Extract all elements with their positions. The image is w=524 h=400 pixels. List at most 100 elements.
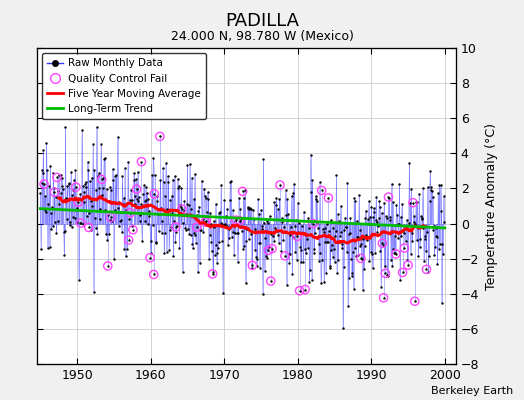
Point xyxy=(245,206,254,212)
Point xyxy=(403,256,412,263)
Point xyxy=(64,195,72,202)
Point xyxy=(350,194,358,201)
Point xyxy=(190,230,199,236)
Point xyxy=(384,194,392,200)
Point xyxy=(129,226,137,233)
Point xyxy=(285,260,293,266)
Point xyxy=(220,222,228,228)
Point xyxy=(323,238,331,245)
Point xyxy=(105,216,114,223)
Point xyxy=(176,202,184,208)
Point xyxy=(196,226,204,233)
Point xyxy=(231,218,239,224)
Point xyxy=(309,220,317,227)
Point xyxy=(404,262,412,268)
Point xyxy=(358,286,367,293)
Point xyxy=(322,270,330,276)
Point xyxy=(326,216,335,223)
Point xyxy=(248,262,257,268)
Point xyxy=(428,188,436,194)
Point xyxy=(135,218,144,224)
Point xyxy=(52,229,60,236)
Point xyxy=(227,178,235,184)
Point xyxy=(183,201,191,207)
Point xyxy=(375,198,384,204)
Point xyxy=(113,134,122,140)
Point xyxy=(105,230,113,237)
Point xyxy=(79,182,87,189)
Point xyxy=(72,219,81,225)
Point xyxy=(293,233,301,240)
Point xyxy=(357,255,365,262)
Point xyxy=(296,244,304,250)
Point xyxy=(245,236,253,243)
Point xyxy=(136,212,145,219)
Point xyxy=(72,184,80,190)
Point xyxy=(229,228,237,235)
Point xyxy=(137,158,146,165)
Point xyxy=(299,230,307,236)
Point xyxy=(181,225,189,231)
Point xyxy=(49,170,58,176)
Point xyxy=(83,213,91,220)
Point xyxy=(40,206,49,213)
Point xyxy=(178,206,186,212)
Point xyxy=(293,200,302,206)
Point xyxy=(377,284,385,290)
Point xyxy=(98,192,106,198)
Point xyxy=(193,212,201,218)
Point xyxy=(427,187,435,193)
Point xyxy=(217,220,226,227)
Point xyxy=(358,256,366,262)
Point xyxy=(411,221,420,228)
Point xyxy=(122,252,130,259)
Point xyxy=(157,205,165,212)
Point xyxy=(257,206,265,213)
Point xyxy=(236,223,245,230)
Point xyxy=(185,231,193,237)
Point xyxy=(372,194,380,200)
Point xyxy=(199,229,208,235)
Point xyxy=(192,224,201,230)
Point xyxy=(124,237,133,243)
Point xyxy=(410,213,418,220)
Point xyxy=(114,205,123,211)
Point xyxy=(313,198,321,204)
Point xyxy=(69,214,77,220)
Point xyxy=(180,198,189,204)
Point xyxy=(354,234,362,240)
Point xyxy=(133,186,141,192)
Point xyxy=(293,233,301,240)
Point xyxy=(48,204,56,210)
Point xyxy=(126,196,134,203)
Point xyxy=(298,222,306,229)
Point xyxy=(339,325,347,331)
Point xyxy=(254,196,262,203)
Point xyxy=(395,181,403,188)
Point xyxy=(248,265,256,271)
Point xyxy=(95,185,103,191)
Point xyxy=(325,262,334,269)
Point xyxy=(294,228,302,235)
Point xyxy=(413,199,421,205)
Point xyxy=(211,252,219,258)
Point xyxy=(263,218,271,224)
Point xyxy=(340,226,348,233)
Point xyxy=(187,206,195,212)
Point xyxy=(228,222,236,228)
Point xyxy=(140,198,149,204)
Point xyxy=(127,223,136,229)
Point xyxy=(169,176,177,183)
Point xyxy=(381,270,389,276)
Point xyxy=(355,242,364,249)
Point xyxy=(150,191,159,197)
Point xyxy=(82,178,90,185)
Point xyxy=(61,124,70,130)
Point xyxy=(176,244,184,251)
Point xyxy=(179,220,188,226)
Legend: Raw Monthly Data, Quality Control Fail, Five Year Moving Average, Long-Term Tren: Raw Monthly Data, Quality Control Fail, … xyxy=(42,53,206,119)
Point xyxy=(363,237,371,244)
Point xyxy=(150,191,159,197)
Point xyxy=(308,177,316,184)
Point xyxy=(367,204,376,210)
